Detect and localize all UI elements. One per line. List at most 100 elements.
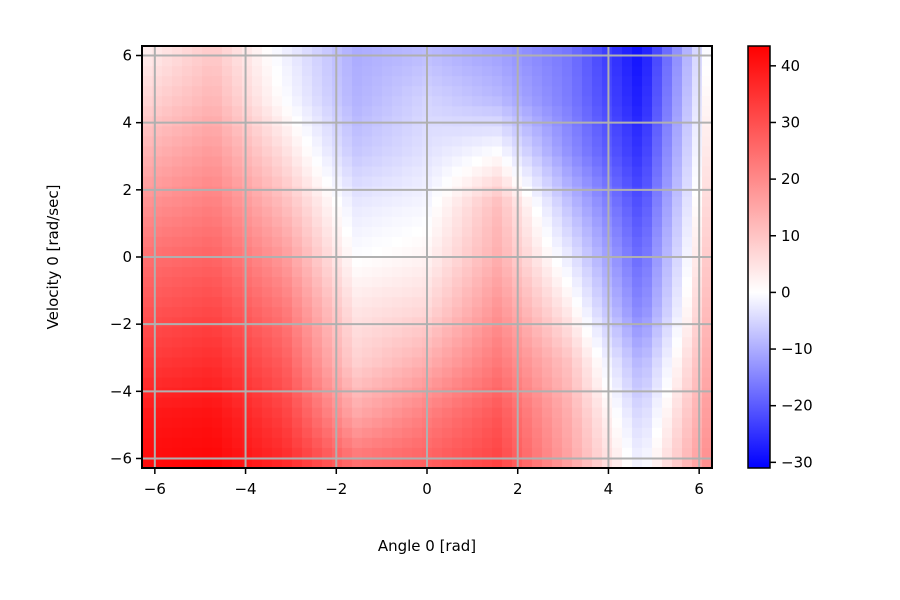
heatmap-cell <box>582 257 593 268</box>
heatmap-cell <box>192 297 203 308</box>
heatmap-cell <box>192 437 203 449</box>
heatmap-cell <box>642 156 653 168</box>
heatmap-cell <box>212 66 223 77</box>
heatmap-cell <box>232 287 243 298</box>
heatmap-cell <box>582 246 593 258</box>
heatmap-cell <box>472 106 483 117</box>
colorbar <box>747 45 771 469</box>
heatmap-cell <box>362 427 373 439</box>
heatmap-cell <box>142 186 153 198</box>
heatmap-cell <box>622 146 633 158</box>
heatmap-cell <box>622 417 633 429</box>
heatmap-cell <box>542 86 553 97</box>
heatmap-cell <box>632 397 643 409</box>
heatmap-cell <box>572 196 583 208</box>
heatmap-cell <box>252 307 263 318</box>
heatmap-cell <box>332 357 343 369</box>
heatmap-cell <box>532 206 543 218</box>
heatmap-cell <box>452 236 463 248</box>
heatmap-cell <box>532 216 543 228</box>
heatmap-cell <box>402 397 413 409</box>
heatmap-cell <box>672 76 683 87</box>
heatmap-cell <box>502 66 513 77</box>
heatmap-cell <box>432 357 443 369</box>
heatmap-cell <box>542 377 553 389</box>
heatmap-cell <box>442 337 453 349</box>
heatmap-cell <box>582 317 593 328</box>
heatmap-cell <box>322 146 333 158</box>
heatmap-cell <box>302 216 313 228</box>
heatmap-cell <box>442 277 453 288</box>
heatmap-cell <box>342 206 353 218</box>
heatmap-cell <box>332 367 343 379</box>
heatmap-cell <box>672 377 683 389</box>
heatmap-cell <box>182 186 193 198</box>
heatmap-cell <box>592 196 603 208</box>
heatmap-cell <box>312 297 323 308</box>
heatmap-cell <box>482 287 493 298</box>
heatmap-cell <box>412 66 423 77</box>
heatmap-cell <box>402 327 413 338</box>
heatmap-cell <box>692 56 703 67</box>
heatmap-cell <box>272 186 283 198</box>
heatmap-cell <box>242 146 253 158</box>
heatmap-cell <box>322 66 333 77</box>
heatmap-cell <box>222 156 233 168</box>
heatmap-cell <box>362 86 373 97</box>
heatmap-cell <box>172 277 183 288</box>
heatmap-cell <box>612 327 623 338</box>
heatmap-cell <box>402 377 413 389</box>
heatmap-cell <box>582 377 593 389</box>
heatmap-cell <box>162 447 173 459</box>
heatmap-cell <box>332 116 343 127</box>
heatmap-cell <box>362 136 373 148</box>
heatmap-cell <box>292 267 303 278</box>
heatmap-cell <box>452 226 463 238</box>
heatmap-cell <box>322 106 333 117</box>
heatmap-cell <box>482 337 493 349</box>
heatmap-cell <box>552 367 563 379</box>
heatmap-cell <box>362 96 373 107</box>
heatmap-cell <box>702 116 712 127</box>
x-tick-label: 4 <box>604 480 614 498</box>
heatmap-cell <box>432 126 443 138</box>
heatmap-cell <box>462 206 473 218</box>
heatmap-cell <box>392 226 403 238</box>
heatmap-cell <box>272 327 283 338</box>
heatmap-cell <box>212 447 223 459</box>
heatmap-cell <box>392 447 403 459</box>
heatmap-cell <box>222 226 233 238</box>
heatmap-cell <box>432 457 443 468</box>
heatmap-cell <box>272 216 283 228</box>
heatmap-cell <box>502 407 513 419</box>
heatmap-cell <box>472 287 483 298</box>
colorbar-tick-label: −30 <box>781 453 813 471</box>
heatmap-cell <box>332 437 343 449</box>
heatmap-cell <box>682 206 693 218</box>
heatmap-cell <box>262 337 273 349</box>
heatmap-cell <box>472 357 483 369</box>
heatmap-cell <box>662 196 673 208</box>
heatmap-cell <box>492 46 503 57</box>
heatmap-cell <box>342 156 353 168</box>
heatmap-cell <box>232 347 243 359</box>
heatmap-cell <box>582 457 593 468</box>
heatmap-cell <box>652 257 663 268</box>
heatmap-cell <box>702 66 712 77</box>
heatmap-cell <box>382 327 393 338</box>
heatmap-cell <box>492 136 503 148</box>
heatmap-cell <box>572 377 583 389</box>
heatmap-cell <box>192 156 203 168</box>
heatmap-cell <box>392 106 403 117</box>
heatmap-cell <box>652 347 663 359</box>
heatmap-cell <box>322 226 333 238</box>
heatmap-cell <box>492 166 503 178</box>
heatmap-cell <box>162 86 173 97</box>
heatmap-cell <box>192 257 203 268</box>
heatmap-cell <box>632 156 643 168</box>
heatmap-cell <box>692 317 703 328</box>
heatmap-cell <box>322 387 333 399</box>
heatmap-cell <box>432 447 443 459</box>
heatmap-cell <box>382 66 393 77</box>
